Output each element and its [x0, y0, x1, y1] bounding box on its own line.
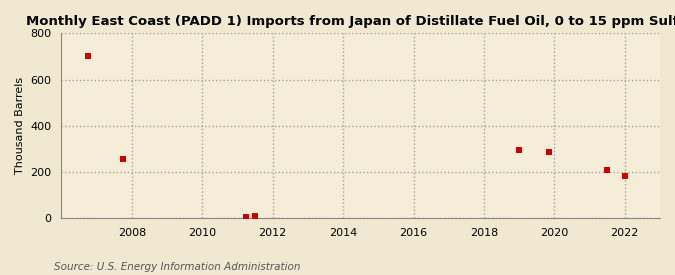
- Point: [620, 173, 630, 178]
- Point: [514, 148, 524, 152]
- Point: [117, 156, 128, 161]
- Point: [250, 214, 261, 219]
- Point: [241, 215, 252, 219]
- Point: [602, 167, 613, 172]
- Point: [82, 54, 93, 59]
- Title: Monthly East Coast (PADD 1) Imports from Japan of Distillate Fuel Oil, 0 to 15 p: Monthly East Coast (PADD 1) Imports from…: [26, 15, 675, 28]
- Y-axis label: Thousand Barrels: Thousand Barrels: [15, 77, 25, 174]
- Point: [543, 150, 554, 154]
- Text: Source: U.S. Energy Information Administration: Source: U.S. Energy Information Administ…: [54, 262, 300, 271]
